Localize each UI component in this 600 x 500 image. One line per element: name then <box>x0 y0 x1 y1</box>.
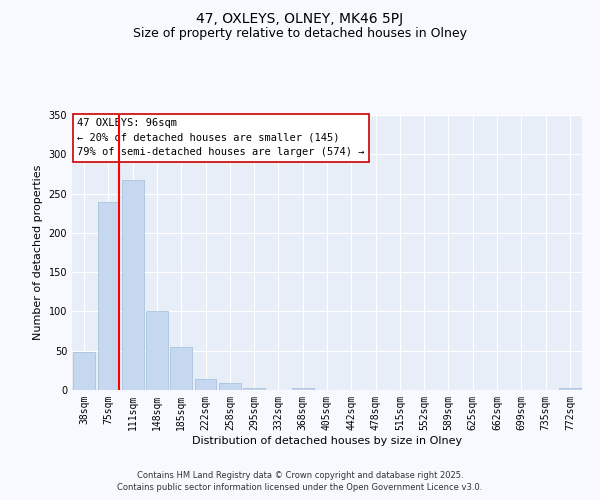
Bar <box>146 310 168 390</box>
Text: Contains public sector information licensed under the Open Government Licence v3: Contains public sector information licen… <box>118 484 482 492</box>
Bar <box>97 202 119 390</box>
Text: Contains HM Land Registry data © Crown copyright and database right 2025.: Contains HM Land Registry data © Crown c… <box>137 471 463 480</box>
Bar <box>73 352 95 390</box>
Bar <box>194 379 217 390</box>
Bar <box>219 383 241 390</box>
Text: 47, OXLEYS, OLNEY, MK46 5PJ: 47, OXLEYS, OLNEY, MK46 5PJ <box>196 12 404 26</box>
Bar <box>292 388 314 390</box>
Bar <box>559 388 581 390</box>
Bar <box>243 388 265 390</box>
X-axis label: Distribution of detached houses by size in Olney: Distribution of detached houses by size … <box>192 436 462 446</box>
Text: Size of property relative to detached houses in Olney: Size of property relative to detached ho… <box>133 28 467 40</box>
Bar <box>122 180 143 390</box>
Bar <box>170 347 192 390</box>
Y-axis label: Number of detached properties: Number of detached properties <box>33 165 43 340</box>
Text: 47 OXLEYS: 96sqm
← 20% of detached houses are smaller (145)
79% of semi-detached: 47 OXLEYS: 96sqm ← 20% of detached house… <box>77 118 365 158</box>
